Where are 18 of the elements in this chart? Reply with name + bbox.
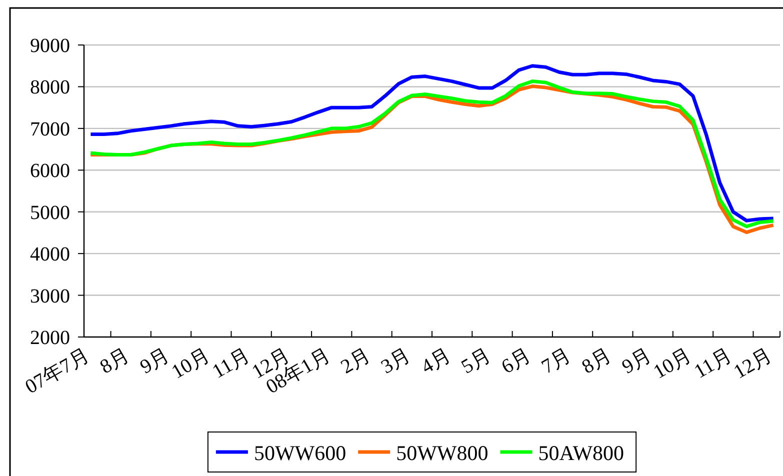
y-tick-label: 6000	[30, 160, 70, 182]
y-tick-label: 7000	[30, 118, 70, 140]
y-tick-label: 8000	[30, 76, 70, 99]
x-tick-label: 8月	[96, 344, 134, 378]
y-tick-label: 5000	[30, 202, 70, 224]
x-tick-label: 7月	[538, 344, 576, 378]
y-tick-label: 9000	[30, 35, 70, 57]
legend-label: 50AW800	[538, 441, 624, 465]
x-tick-label: 2月	[337, 344, 374, 378]
legend-label: 50WW800	[396, 441, 488, 465]
legend-label: 50WW600	[254, 441, 346, 465]
x-tick-label: 6月	[498, 344, 535, 378]
x-tick-label: 8月	[578, 344, 616, 378]
y-tick-label: 3000	[30, 285, 70, 308]
x-tick-label: 5月	[458, 344, 495, 378]
x-tick-label: 4月	[418, 344, 455, 378]
y-tick-label: 4000	[30, 244, 70, 266]
x-tick-label: 3月	[377, 344, 414, 378]
